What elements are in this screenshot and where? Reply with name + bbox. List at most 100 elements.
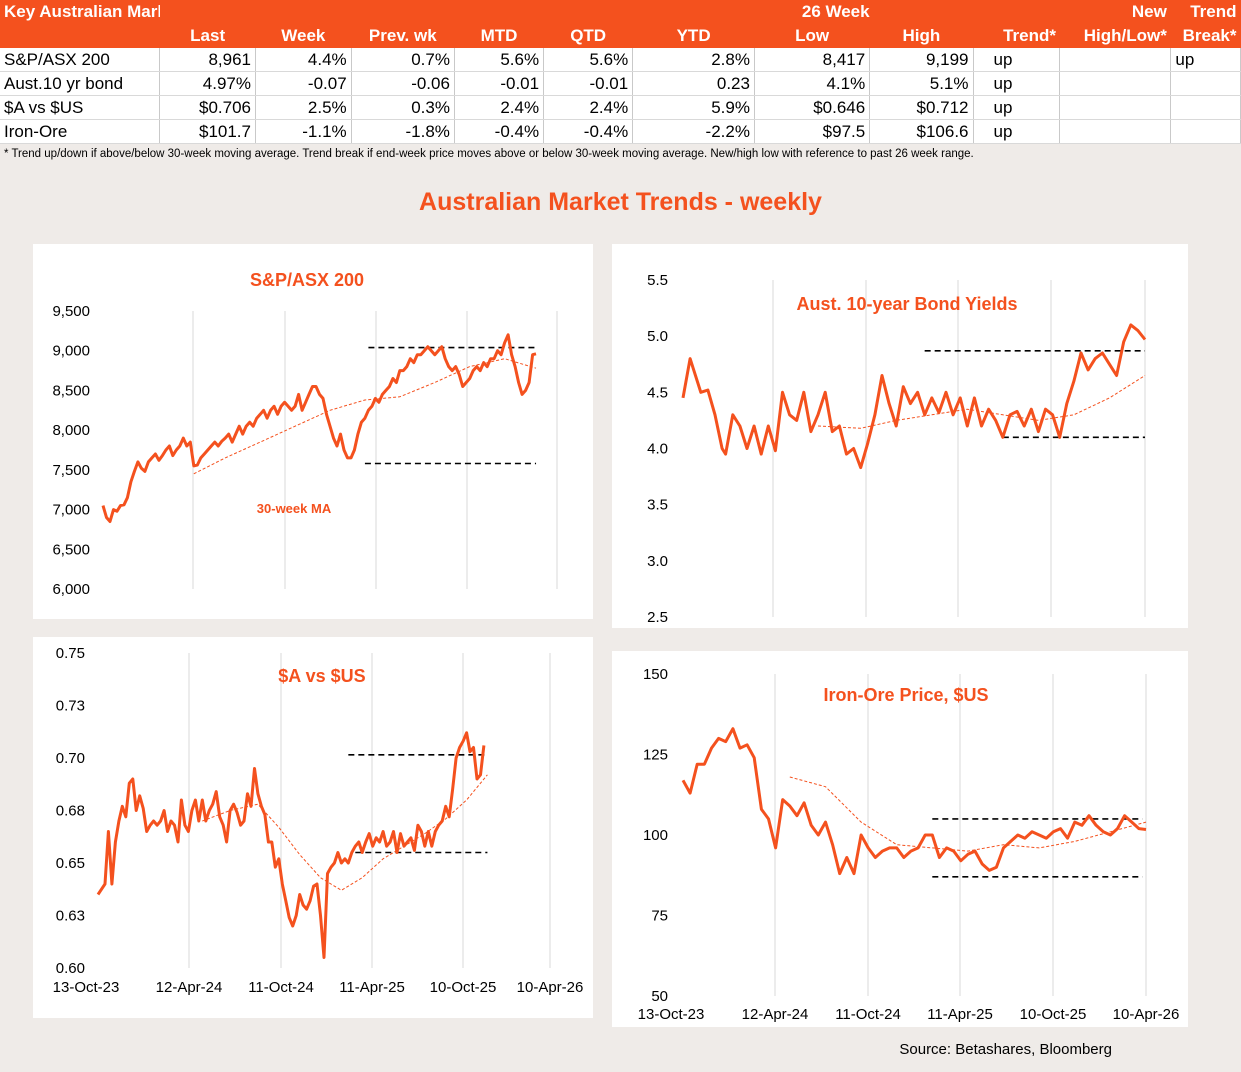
chart-panel [33,244,593,619]
cell-low: 4.1% [754,71,871,96]
header-break: Break* [1170,24,1241,48]
row-name: S&P/ASX 200 [0,48,161,72]
cell-newhl [1059,48,1172,72]
page-title: Australian Market Trends - weekly [419,188,822,216]
cell-trend: up [973,71,1061,96]
header-low: Low [754,24,870,48]
cell-prev: 0.7% [351,48,455,72]
y-tick-label: 0.63 [56,908,85,925]
key-markets-table: Key Australian Markets 26 Week New Trend… [0,0,1241,144]
x-tick-label: 11-Oct-24 [248,979,314,996]
price-line [96,731,486,959]
y-tick-label: 9,500 [52,303,90,320]
cell-qtd: -0.01 [543,71,634,96]
y-tick-label: 0.65 [56,855,85,872]
moving-average-line [193,358,537,475]
y-tick-label: 0.70 [56,750,85,767]
cell-mtd: -0.4% [454,119,545,144]
cell-low: $97.5 [754,119,871,144]
cell-ytd: -2.2% [632,119,755,144]
y-tick-label: 0.75 [56,645,85,662]
header-trend: Trend [1170,0,1241,24]
table-title: Key Australian Markets [0,0,160,24]
cell-qtd: -0.4% [543,119,634,144]
table-header-row-1: Key Australian Markets 26 Week New Trend [0,0,1241,24]
cell-last: 8,961 [159,48,256,72]
price-line [681,323,1147,470]
table-row: Iron-Ore $101.7 -1.1% -1.8% -0.4% -0.4% … [0,119,1241,144]
chart-title: S&P/ASX 200 [250,270,364,290]
y-tick-label: 100 [643,827,668,844]
cell-ytd: 5.9% [632,95,755,120]
cell-trend: up [973,48,1061,72]
row-name: Aust.10 yr bond [0,71,161,96]
cell-high: 9,199 [869,48,974,72]
cell-low: 8,417 [754,48,871,72]
cell-trend-break [1170,119,1241,144]
y-tick-label: 5.5 [647,272,668,289]
cell-prev: -0.06 [351,71,455,96]
chart-title: Iron-Ore Price, $US [823,685,988,705]
y-tick-label: 6,000 [52,581,90,598]
x-tick-label: 13-Oct-23 [53,979,120,996]
y-tick-label: 0.73 [56,698,85,715]
x-tick-label: 10-Oct-25 [1020,1006,1087,1023]
row-name: Iron-Ore [0,119,161,144]
cell-high: 5.1% [869,71,974,96]
cell-week: 4.4% [255,48,352,72]
cell-last: 4.97% [159,71,256,96]
cell-ytd: 2.8% [632,48,755,72]
cell-trend: up [973,119,1061,144]
y-tick-label: 0.60 [56,960,85,977]
y-tick-label: 150 [643,666,668,683]
header-high: High [869,24,973,48]
y-tick-label: 125 [643,747,668,764]
table-row: $A vs $US $0.706 2.5% 0.3% 2.4% 2.4% 5.9… [0,95,1241,120]
header-26-week: 26 Week [754,0,973,24]
cell-high: $106.6 [869,119,974,144]
y-tick-label: 3.5 [647,497,668,514]
header-new: New [1059,0,1171,24]
header-qtd: QTD [543,24,633,48]
chart-panel [612,244,1188,628]
y-tick-label: 2.5 [647,609,668,626]
chart-title: Aust. 10-year Bond Yields [796,294,1017,314]
row-name: $A vs $US [0,95,161,120]
chart-panel [33,637,593,1018]
cell-trend-break [1170,71,1241,96]
header-prev-wk: Prev. wk [351,24,455,48]
ma-annotation: 30-week MA [257,501,332,516]
cell-prev: -1.8% [351,119,455,144]
moving-average-line [202,774,488,891]
cell-ytd: 0.23 [632,71,755,96]
table-footnote: * Trend up/down if above/below 30-week m… [4,148,974,160]
y-tick-label: 8,500 [52,382,90,399]
cell-qtd: 5.6% [543,48,634,72]
cell-high: $0.712 [869,95,974,120]
cell-trend-break: up [1170,48,1241,72]
chart-title: $A vs $US [278,666,365,686]
y-tick-label: 4.5 [647,384,668,401]
y-tick-label: 8,000 [52,422,90,439]
table-row: S&P/ASX 200 8,961 4.4% 0.7% 5.6% 5.6% 2.… [0,48,1241,72]
x-tick-label: 10-Oct-25 [430,979,497,996]
header-week: Week [255,24,352,48]
cell-last: $0.706 [159,95,256,120]
cell-mtd: 5.6% [454,48,545,72]
source-note: Source: Betashares, Bloomberg [899,1041,1112,1058]
cell-qtd: 2.4% [543,95,634,120]
price-line [681,727,1147,876]
x-tick-label: 12-Apr-24 [742,1006,809,1023]
cell-last: $101.7 [159,119,256,144]
header-mtd: MTD [454,24,544,48]
y-tick-label: 5.0 [647,328,668,345]
y-tick-label: 6,500 [52,541,90,558]
x-tick-label: 11-Apr-25 [927,1006,993,1023]
cell-week: -1.1% [255,119,352,144]
table-row: Aust.10 yr bond 4.97% -0.07 -0.06 -0.01 … [0,71,1241,96]
x-tick-label: 10-Apr-26 [1113,1006,1180,1023]
x-tick-label: 11-Apr-25 [339,979,405,996]
y-tick-label: 50 [651,988,668,1005]
cell-week: -0.07 [255,71,352,96]
